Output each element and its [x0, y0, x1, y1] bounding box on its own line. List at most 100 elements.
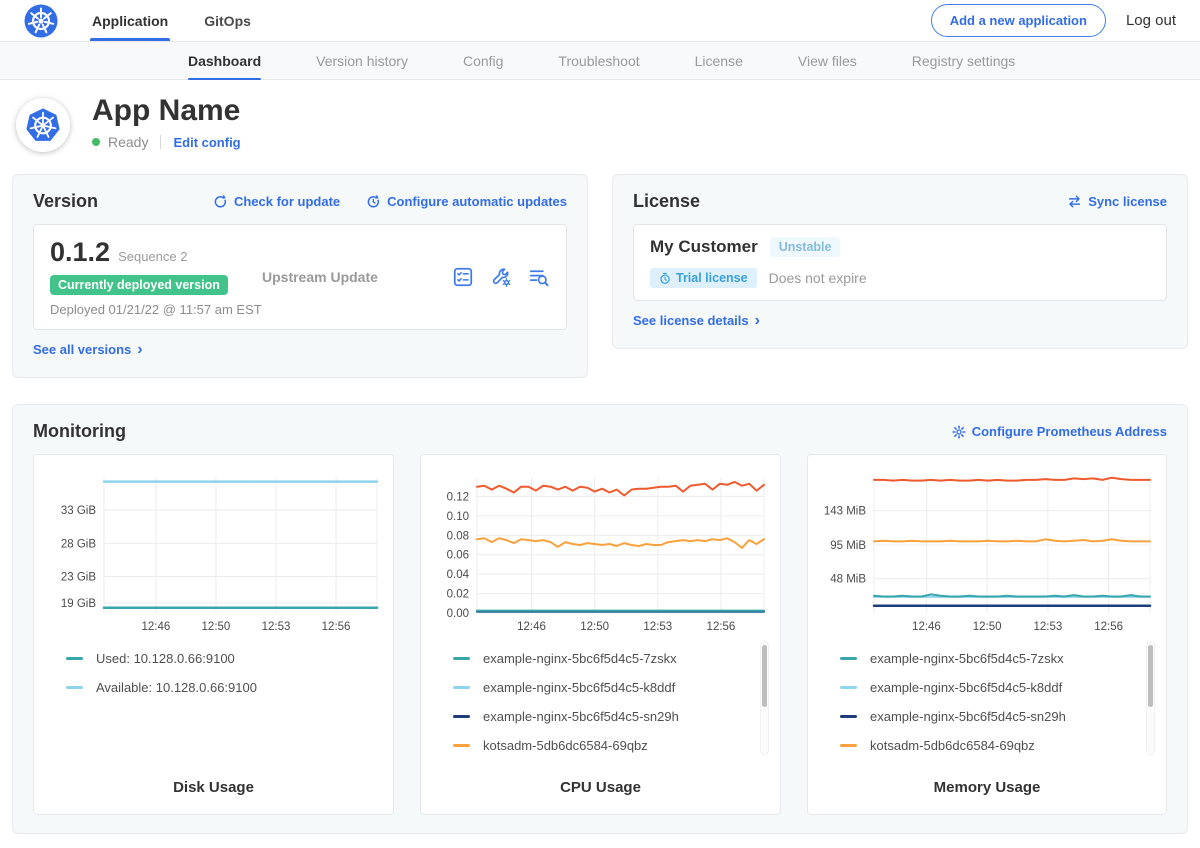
top-navbar: Application GitOps Add a new application…: [0, 0, 1200, 42]
svg-text:12:50: 12:50: [202, 621, 231, 633]
legend-label: example-nginx-5bc6f5d4c5-k8ddf: [870, 680, 1062, 695]
subnav-tab-troubleshoot[interactable]: Troubleshoot: [558, 42, 639, 79]
deploy-logs-icon[interactable]: [528, 266, 550, 288]
license-expiry: Does not expire: [769, 270, 867, 286]
chevron-right-icon: ›: [137, 345, 142, 355]
cpu-usage-panel: 0.120.100.080.060.040.020.0012:4612:5012…: [420, 454, 781, 815]
scrollbar-thumb[interactable]: [762, 645, 767, 707]
timer-icon: [659, 272, 671, 285]
subnav-tab-config[interactable]: Config: [463, 42, 503, 79]
version-card-title: Version: [33, 191, 98, 212]
deployed-status-badge: Currently deployed version: [50, 275, 228, 295]
legend-item: kotsadm-5db6dc6584-69qbz: [453, 738, 772, 753]
legend-color-dash: [453, 715, 470, 718]
legend-item: example-nginx-5bc6f5d4c5-k8ddf: [840, 680, 1158, 695]
tab-gitops[interactable]: GitOps: [202, 0, 253, 41]
ready-status-dot: [92, 138, 100, 146]
license-card: License Sync license My Customer Unstabl…: [612, 174, 1188, 349]
legend-label: example-nginx-5bc6f5d4c5-k8ddf: [483, 680, 675, 695]
svg-text:0.10: 0.10: [447, 511, 469, 523]
license-details-box: My Customer Unstable Trial license Does …: [633, 224, 1167, 301]
gear-icon: [952, 425, 966, 439]
memory-usage-chart: 143 MiB95 MiB48 MiB12:4612:5012:5312:56: [816, 467, 1158, 639]
svg-text:48 MiB: 48 MiB: [830, 574, 866, 586]
see-all-versions-link[interactable]: See all versions›: [33, 342, 143, 357]
legend-label: example-nginx-5bc6f5d4c5-sn29h: [870, 709, 1066, 724]
svg-text:33 GiB: 33 GiB: [61, 505, 96, 517]
svg-text:0.12: 0.12: [447, 491, 469, 503]
tab-application[interactable]: Application: [90, 0, 170, 41]
legend-scrollbar[interactable]: [760, 641, 769, 755]
legend-item: Used: 10.128.0.66:9100: [66, 651, 385, 666]
legend-item: example-nginx-5bc6f5d4c5-7zskx: [453, 651, 772, 666]
divider: [160, 135, 161, 149]
subnav-tab-view-files[interactable]: View files: [798, 42, 857, 79]
memory-usage-panel: 143 MiB95 MiB48 MiB12:4612:5012:5312:56 …: [807, 454, 1167, 815]
subnav-tabs: Dashboard Version history Config Troublesho…: [0, 42, 1200, 80]
page-title: App Name: [92, 94, 241, 127]
chart-title: Disk Usage: [42, 771, 385, 804]
svg-text:12:53: 12:53: [262, 621, 291, 633]
see-license-details-link[interactable]: See license details›: [633, 313, 760, 328]
svg-text:23 GiB: 23 GiB: [61, 572, 96, 584]
app-header: App Name Ready Edit config: [0, 80, 1200, 162]
legend-item: example-nginx-5bc6f5d4c5-sn29h: [453, 709, 772, 724]
svg-text:0.04: 0.04: [447, 569, 470, 581]
legend-color-dash: [66, 686, 83, 689]
legend-color-dash: [453, 686, 470, 689]
subnav-tab-version-history[interactable]: Version history: [316, 42, 408, 79]
svg-text:12:53: 12:53: [643, 621, 672, 633]
legend-color-dash: [840, 686, 857, 689]
logout-link[interactable]: Log out: [1126, 12, 1176, 29]
app-status: Ready: [108, 134, 148, 150]
monitoring-title: Monitoring: [33, 421, 126, 442]
license-type-badge: Trial license: [650, 268, 757, 288]
svg-text:143 MiB: 143 MiB: [824, 506, 867, 518]
version-number: 0.1.2: [50, 237, 110, 267]
legend-item: example-nginx-5bc6f5d4c5-k8ddf: [453, 680, 772, 695]
legend-label: example-nginx-5bc6f5d4c5-sn29h: [483, 709, 679, 724]
subnav-tab-dashboard[interactable]: Dashboard: [188, 42, 261, 79]
svg-text:0.00: 0.00: [447, 608, 469, 620]
legend-item: example-nginx-5bc6f5d4c5-sn29h: [840, 709, 1158, 724]
monitoring-card: Monitoring Configure Prometheus Address …: [12, 404, 1188, 834]
current-version-box: 0.1.2Sequence 2 Currently deployed versi…: [33, 224, 567, 330]
legend-label: example-nginx-5bc6f5d4c5-7zskx: [483, 651, 677, 666]
subnav-tab-license[interactable]: License: [695, 42, 743, 79]
svg-text:95 MiB: 95 MiB: [830, 540, 866, 552]
svg-text:0.08: 0.08: [447, 530, 469, 542]
version-source-label: Upstream Update: [262, 269, 452, 285]
chart-title: CPU Usage: [429, 771, 772, 804]
refresh-icon: [213, 194, 228, 209]
add-application-button[interactable]: Add a new application: [931, 4, 1106, 37]
legend-scrollbar[interactable]: [1146, 641, 1155, 755]
svg-text:19 GiB: 19 GiB: [61, 598, 96, 610]
clock-refresh-icon: [366, 194, 381, 209]
svg-text:12:56: 12:56: [707, 621, 736, 633]
svg-text:12:46: 12:46: [912, 621, 941, 633]
legend-item: kotsadm-5db6dc6584-69qbz: [840, 738, 1158, 753]
edit-config-link[interactable]: Edit config: [173, 135, 240, 150]
subnav-tab-registry-settings[interactable]: Registry settings: [912, 42, 1015, 79]
legend-label: example-nginx-5bc6f5d4c5-7zskx: [870, 651, 1064, 666]
preflight-checks-icon[interactable]: [452, 266, 474, 288]
check-for-update-link[interactable]: Check for update: [213, 194, 340, 209]
legend-color-dash: [66, 657, 83, 660]
legend-item: example-nginx-5bc6f5d4c5-7zskx: [840, 651, 1158, 666]
configure-prometheus-link[interactable]: Configure Prometheus Address: [952, 424, 1167, 439]
scrollbar-thumb[interactable]: [1148, 645, 1153, 707]
configure-automatic-updates-link[interactable]: Configure automatic updates: [366, 194, 567, 209]
memory-usage-legend: example-nginx-5bc6f5d4c5-7zskx example-ng…: [816, 651, 1158, 771]
sync-license-link[interactable]: Sync license: [1067, 194, 1167, 209]
svg-text:0.06: 0.06: [447, 550, 469, 562]
edit-config-wrench-icon[interactable]: [490, 266, 512, 288]
disk-usage-legend: Used: 10.128.0.66:9100Available: 10.128.…: [42, 651, 385, 771]
disk-usage-chart: 33 GiB28 GiB23 GiB19 GiB12:4612:5012:531…: [42, 467, 385, 639]
license-card-title: License: [633, 191, 700, 212]
chart-title: Memory Usage: [816, 771, 1158, 804]
sync-arrows-icon: [1067, 194, 1082, 209]
customer-name: My Customer: [650, 237, 758, 257]
deployed-timestamp: Deployed 01/21/22 @ 11:57 am EST: [50, 302, 262, 317]
channel-badge: Unstable: [770, 237, 841, 257]
version-card: Version Check for update Configure au: [12, 174, 588, 378]
